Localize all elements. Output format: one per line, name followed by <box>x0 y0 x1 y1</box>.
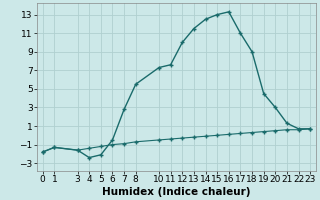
X-axis label: Humidex (Indice chaleur): Humidex (Indice chaleur) <box>102 187 251 197</box>
